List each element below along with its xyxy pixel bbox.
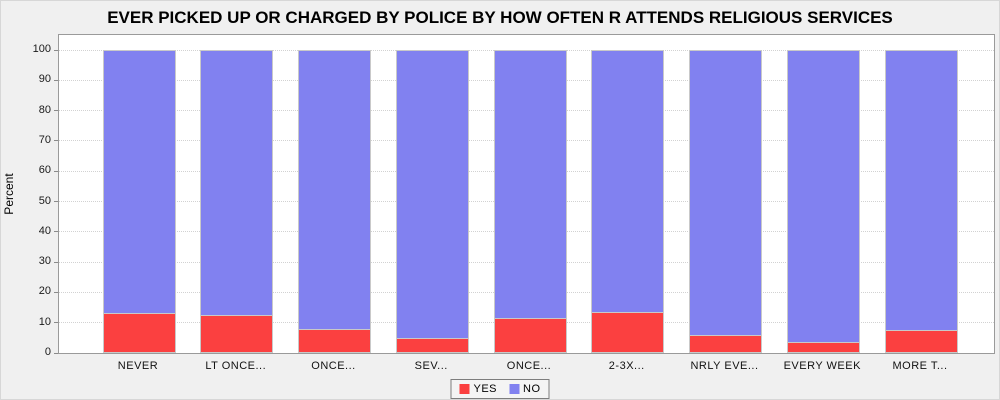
legend-swatch-no <box>509 384 520 394</box>
y-tick-label: 100 <box>32 43 51 55</box>
y-tick-label: 0 <box>44 346 51 358</box>
y-tick-mark <box>54 201 58 202</box>
y-tick-label: 80 <box>38 103 51 116</box>
legend-label: YES <box>473 383 498 395</box>
x-tick-label: SEV... <box>414 360 448 372</box>
y-tick-label: 50 <box>38 194 51 207</box>
gridline-100 <box>59 49 994 51</box>
bar-segment-yes <box>591 312 665 353</box>
bar-segment-yes <box>102 313 176 353</box>
x-tick-label: ONCE... <box>311 360 356 372</box>
legend-item-no: NO <box>509 383 541 395</box>
y-tick-mark <box>54 79 58 81</box>
y-tick-mark <box>54 170 58 172</box>
y-tick-label: 30 <box>38 255 51 268</box>
y-tick-mark <box>54 291 58 293</box>
bar-segment-yes <box>786 342 860 353</box>
y-tick-mark <box>54 140 58 142</box>
bar-segment-yes <box>395 337 469 353</box>
y-tick-mark <box>54 352 58 354</box>
x-tick-label: LT ONCE... <box>205 360 267 372</box>
x-tick-label: MORE T... <box>892 360 948 372</box>
bar-segment-no <box>591 50 665 314</box>
bar-segment-no <box>493 50 567 320</box>
bar-segment-no <box>298 50 371 330</box>
y-tick-label: 70 <box>38 133 51 146</box>
bar-segment-no <box>395 50 469 339</box>
x-tick-label: EVERY WEEK <box>783 360 861 372</box>
y-tick-mark <box>54 261 58 263</box>
plot-area <box>54 34 995 354</box>
y-tick-label: 40 <box>38 224 51 237</box>
x-tick-label: ONCE... <box>506 360 552 372</box>
y-tick-label: 90 <box>38 73 51 86</box>
bar-segment-no <box>200 50 274 317</box>
bar-segment-yes <box>298 328 371 353</box>
chart-title: EVER PICKED UP OR CHARGED BY POLICE BY H… <box>107 8 893 27</box>
y-tick-label: 10 <box>38 315 51 328</box>
x-tick-label: NRLY EVE... <box>690 360 759 372</box>
bar-segment-yes <box>884 329 958 353</box>
y-tick-label: 20 <box>38 285 51 298</box>
bar-segment-yes <box>493 318 567 353</box>
y-tick-mark <box>54 110 58 112</box>
x-tick-label: 2-3X... <box>608 360 645 372</box>
y-tick-mark <box>54 322 58 324</box>
bar-segment-no <box>786 50 860 344</box>
bar-segment-yes <box>200 315 274 353</box>
bar-segment-no <box>689 50 762 336</box>
bar-segment-no <box>884 50 958 331</box>
x-tick-label: NEVER <box>117 360 159 372</box>
y-tick-mark <box>54 231 58 233</box>
legend: YES NO <box>450 379 550 399</box>
legend-item-yes: YES <box>459 383 497 395</box>
legend-label: NO <box>523 383 541 395</box>
y-tick-label: 60 <box>38 164 51 177</box>
y-tick-mark <box>54 49 58 51</box>
bar-segment-yes <box>689 334 762 353</box>
bar-segment-no <box>102 50 176 315</box>
legend-swatch-yes <box>459 384 470 394</box>
